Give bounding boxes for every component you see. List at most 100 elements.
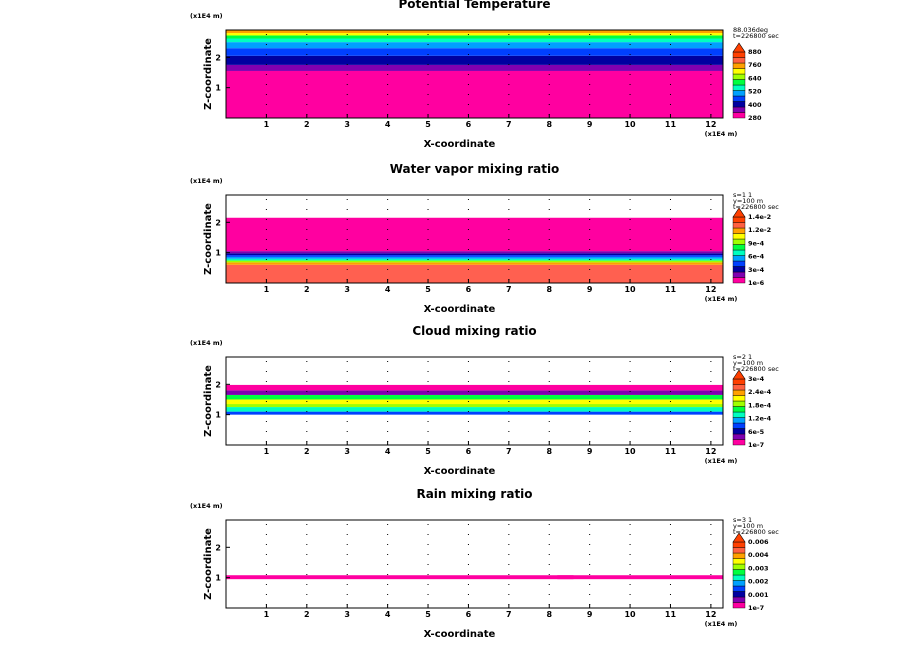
colorbar-segment — [732, 57, 746, 64]
grid-dot — [265, 199, 267, 200]
x-tick-label: 1 — [264, 610, 270, 619]
grid-dot — [710, 219, 712, 220]
grid-dot — [548, 401, 550, 402]
x-tick-label: 1 — [264, 447, 270, 456]
grid-dot — [589, 209, 591, 210]
grid-dot — [306, 574, 308, 575]
colorbar-segment — [732, 591, 746, 598]
colorbar-segment — [732, 68, 746, 75]
plot-area — [226, 357, 723, 445]
colorbar: 880 760 640 520 400 280 — [732, 42, 762, 122]
colorbar-segment — [732, 266, 746, 273]
grid-dot — [669, 431, 671, 432]
grid-dot — [427, 534, 429, 535]
grid-dot — [427, 104, 429, 105]
grid-dot — [629, 371, 631, 372]
grid-dot — [265, 554, 267, 555]
grid-dot — [387, 421, 389, 422]
grid-dot — [387, 104, 389, 105]
contour-band-6 — [226, 255, 723, 257]
grid-dot — [669, 34, 671, 35]
x-tick-label: 6 — [466, 447, 472, 456]
grid-dot — [346, 431, 348, 432]
colorbar-label: 6e-4 — [748, 253, 765, 261]
x-tick-label: 7 — [506, 610, 512, 619]
grid-dot — [306, 209, 308, 210]
colorbar-segment — [732, 84, 746, 91]
grid-dot — [508, 219, 510, 220]
grid-dot — [589, 44, 591, 45]
contour-band-5 — [226, 394, 723, 400]
grid-dot — [669, 64, 671, 65]
grid-dot — [710, 381, 712, 382]
grid-dot — [710, 209, 712, 210]
grid-dot — [346, 361, 348, 362]
contour-band-5 — [226, 42, 723, 49]
colorbar: 3e-4 2.4e-4 1.8e-4 1.2e-4 6e-5 1e-7 — [732, 369, 772, 449]
colorbar-segment — [732, 422, 746, 429]
colorbar-segment — [732, 395, 746, 402]
contour-band-4 — [226, 399, 723, 405]
grid-dot — [346, 229, 348, 230]
grid-dot — [306, 534, 308, 535]
info-line: s=1 1 — [733, 191, 752, 199]
grid-dot — [346, 391, 348, 392]
grid-dot — [548, 259, 550, 260]
grid-dot — [427, 269, 429, 270]
grid-dot — [306, 94, 308, 95]
x-tick-label: 9 — [587, 120, 593, 129]
colorbar-segment — [732, 428, 746, 435]
x-unit-label: (x1E4 m) — [705, 295, 738, 303]
grid-dot — [346, 209, 348, 210]
grid-dot — [548, 219, 550, 220]
grid-dot — [467, 34, 469, 35]
x-tick-label: 2 — [304, 285, 310, 294]
x-axis-label: X-coordinate — [424, 629, 496, 640]
grid-dot — [629, 431, 631, 432]
grid-dot — [427, 84, 429, 85]
grid-dot — [467, 554, 469, 555]
x-tick-label: 10 — [624, 285, 636, 294]
colorbar-segment — [732, 62, 746, 69]
chart-panel-1: Potential Temperature(x1E4 m)1 2 3 4 5 6 7 8 9 10… — [190, 0, 779, 150]
grid-dot — [346, 564, 348, 565]
grid-dot — [669, 574, 671, 575]
grid-dot — [669, 219, 671, 220]
grid-dot — [508, 594, 510, 595]
grid-dot — [589, 269, 591, 270]
grid-dot — [710, 94, 712, 95]
grid-dot — [306, 554, 308, 555]
colorbar-arrow — [732, 207, 746, 218]
grid-dot — [306, 84, 308, 85]
grid-dot — [629, 524, 631, 525]
grid-dot — [346, 544, 348, 545]
grid-dot — [548, 544, 550, 545]
grid-dot — [589, 361, 591, 362]
grid-dot — [508, 259, 510, 260]
grid-dot — [669, 239, 671, 240]
grid-dot — [548, 269, 550, 270]
contour-band-8 — [226, 33, 723, 36]
grid-dot — [589, 84, 591, 85]
grid-dot — [427, 554, 429, 555]
grid-dot — [548, 421, 550, 422]
grid-dot — [427, 574, 429, 575]
grid-dot — [508, 391, 510, 392]
x-unit-label: (x1E4 m) — [705, 457, 738, 465]
grid-dot — [629, 209, 631, 210]
grid-dot — [346, 94, 348, 95]
grid-dot — [508, 249, 510, 250]
grid-dot — [387, 64, 389, 65]
colorbar-label: 1e-6 — [748, 279, 765, 287]
grid-dot — [265, 74, 267, 75]
contour-band-4 — [226, 48, 723, 56]
grid-dot — [669, 421, 671, 422]
contour-band-2 — [557, 575, 723, 580]
grid-dot — [306, 381, 308, 382]
grid-dot — [589, 401, 591, 402]
grid-dot — [669, 94, 671, 95]
grid-dot — [467, 421, 469, 422]
x-tick-label: 5 — [425, 610, 431, 619]
grid-dot — [346, 401, 348, 402]
